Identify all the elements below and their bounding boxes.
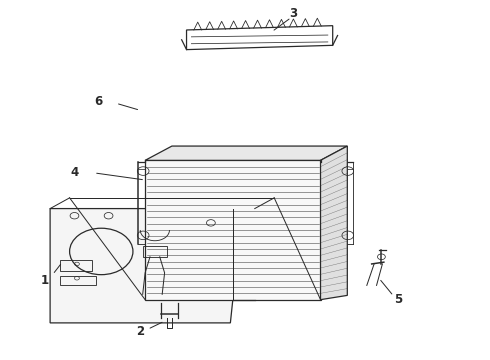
Text: 2: 2 <box>136 325 145 338</box>
Bar <box>143 246 167 257</box>
Text: 1: 1 <box>41 274 49 287</box>
Text: 3: 3 <box>290 8 298 21</box>
Bar <box>60 276 97 285</box>
Polygon shape <box>50 208 255 323</box>
Text: 4: 4 <box>71 166 78 179</box>
Polygon shape <box>148 162 343 244</box>
Polygon shape <box>145 160 320 300</box>
Bar <box>60 260 92 271</box>
Text: 6: 6 <box>95 95 103 108</box>
Polygon shape <box>320 146 347 300</box>
Polygon shape <box>145 146 347 160</box>
Text: 5: 5 <box>394 293 403 306</box>
